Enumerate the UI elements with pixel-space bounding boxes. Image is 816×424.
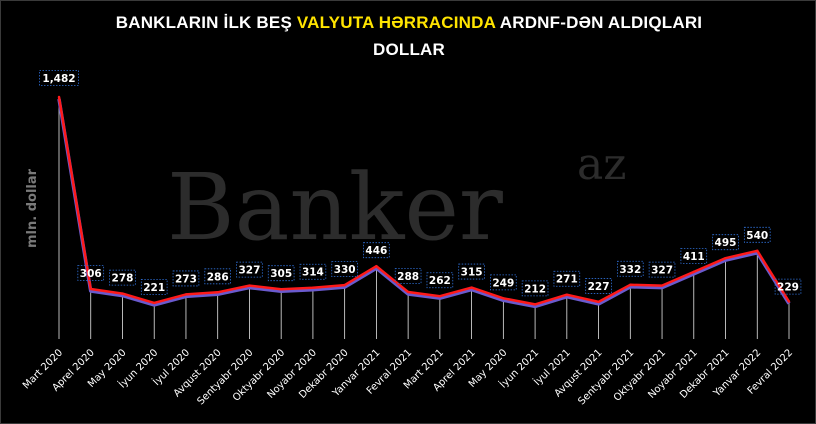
- data-label-box: [680, 247, 708, 264]
- data-label-box: [140, 279, 168, 295]
- data-labels: 1,482 306 278 221 273 286 327 305 314 330 446 288 26…: [39, 70, 802, 297]
- data-label: 212: [524, 283, 546, 295]
- data-point: [692, 270, 695, 274]
- data-label: 327: [651, 265, 673, 277]
- title-line-2: DOLLAR: [372, 40, 446, 59]
- x-tick-label: Sentyabr 2020: [196, 347, 256, 407]
- data-label-box: [648, 261, 676, 278]
- data-label-box: [426, 272, 454, 289]
- data-label: 278: [112, 273, 134, 285]
- data-point: [533, 303, 537, 306]
- watermark-text: Banker: [167, 154, 503, 261]
- data-label-box: [204, 268, 231, 285]
- data-point: [121, 292, 124, 295]
- data-label: 495: [715, 237, 737, 249]
- x-tick-label: Sentyabr 2021: [576, 347, 636, 407]
- data-point: [216, 291, 219, 294]
- series-line: [57, 96, 791, 306]
- data-point: [279, 287, 283, 291]
- title-part-b: ARDNF-DƏN ALDIQLARI: [495, 13, 703, 32]
- data-point: [406, 290, 410, 294]
- data-label-box: [458, 263, 485, 280]
- y-axis-label: mln. dollar: [25, 168, 40, 248]
- data-label-box: [267, 265, 295, 282]
- series-lines: [57, 95, 791, 309]
- data-label-box: [617, 260, 644, 277]
- data-point: [375, 264, 378, 268]
- data-label: 273: [175, 273, 197, 285]
- drop-lines: [58, 97, 790, 339]
- data-label: 1,482: [42, 73, 75, 85]
- data-point: [470, 286, 473, 289]
- data-point: [629, 283, 632, 286]
- title-part-a: BANKLARIN İLK BEŞ: [115, 13, 297, 32]
- data-label-box: [39, 70, 79, 86]
- data-point: [502, 297, 505, 300]
- data-point: [89, 287, 92, 291]
- data-label-box: [521, 280, 549, 297]
- data-label-box: [553, 270, 581, 287]
- data-label-box: [774, 278, 802, 295]
- data-label: 330: [334, 264, 356, 276]
- data-label-box: [77, 265, 105, 281]
- data-label: 271: [556, 274, 578, 286]
- data-label: 286: [207, 271, 229, 283]
- data-point: [787, 300, 791, 303]
- data-point: [565, 293, 569, 296]
- data-point: [660, 284, 664, 287]
- data-point: [248, 284, 251, 287]
- data-point: [756, 249, 759, 253]
- data-label: 314: [302, 267, 324, 279]
- data-label-box: [363, 242, 390, 259]
- data-label-box: [299, 263, 327, 280]
- watermark-sup: az: [577, 139, 626, 190]
- data-label: 315: [461, 267, 483, 279]
- data-label: 411: [683, 251, 705, 263]
- data-label: 262: [429, 275, 451, 287]
- series-line-shadow: [57, 98, 791, 309]
- data-label-box: [712, 234, 739, 251]
- data-label: 446: [365, 245, 387, 257]
- data-point: [438, 295, 442, 298]
- data-point: [343, 283, 346, 287]
- data-point: [184, 293, 188, 296]
- data-point: [311, 286, 315, 289]
- data-point: [153, 301, 156, 305]
- data-label: 327: [238, 265, 260, 277]
- data-label-box: [172, 270, 200, 287]
- data-label-box: [585, 278, 612, 294]
- data-label: 332: [619, 264, 641, 276]
- data-label-box: [236, 261, 263, 278]
- data-label-box: [394, 268, 422, 284]
- data-label: 227: [588, 281, 610, 293]
- data-point: [724, 256, 727, 260]
- data-label: 221: [143, 282, 165, 294]
- data-label: 306: [80, 268, 102, 280]
- data-point: [57, 95, 61, 99]
- data-point: [597, 300, 600, 304]
- data-label-box: [743, 226, 771, 243]
- data-label: 305: [270, 268, 292, 280]
- chart-title: BANKLARIN İLK BEŞ VALYUTA HƏRRACINDA ARD…: [1, 9, 816, 63]
- data-label: 288: [397, 271, 419, 283]
- data-label-box: [331, 261, 358, 278]
- title-line-1: BANKLARIN İLK BEŞ VALYUTA HƏRRACINDA ARD…: [1, 9, 816, 36]
- data-label-box: [490, 274, 517, 291]
- data-label-box: [109, 269, 136, 286]
- data-label: 249: [492, 277, 514, 289]
- title-highlight: VALYUTA HƏRRACINDA: [296, 13, 496, 32]
- data-label: 540: [746, 230, 768, 242]
- data-label: 229: [777, 282, 799, 294]
